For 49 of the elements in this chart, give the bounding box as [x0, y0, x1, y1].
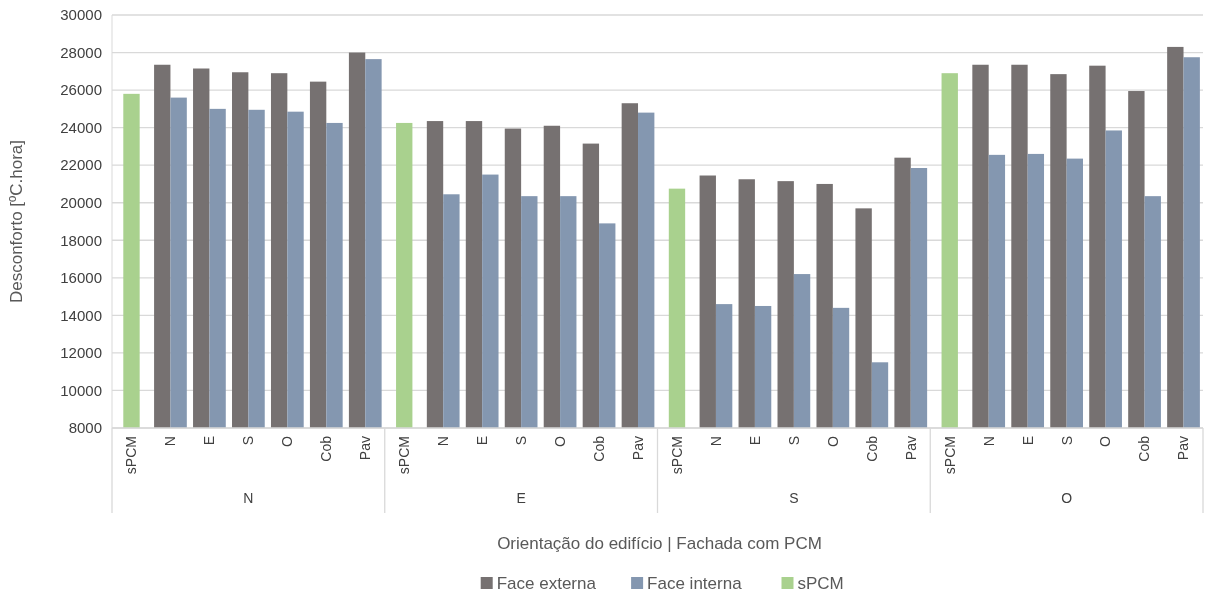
- y-tick-label: 12000: [60, 344, 102, 362]
- x-tick-label: O: [824, 435, 841, 447]
- y-tick-label: 28000: [60, 43, 102, 61]
- y-tick-label: 22000: [60, 156, 102, 174]
- x-axis-title: Orientação do edifício | Fachada com PCM: [497, 534, 822, 553]
- y-tick-label: 24000: [60, 118, 102, 136]
- y-tick-label: 26000: [60, 81, 102, 99]
- x-tick-label: E: [1019, 436, 1036, 446]
- x-tick-label: S: [240, 436, 257, 446]
- x-tick-label: E: [201, 436, 218, 446]
- y-tick-label: 10000: [60, 381, 102, 399]
- x-tick-label: O: [279, 435, 296, 447]
- text: N: [243, 490, 254, 506]
- x-tick-label: sPCM: [941, 436, 958, 475]
- y-tick-label: 8000: [68, 419, 102, 437]
- x-tick-label: S: [785, 436, 802, 446]
- x-tick-label: Pav: [1175, 436, 1192, 461]
- text: O: [1061, 490, 1073, 506]
- x-tick-label: E: [746, 436, 763, 446]
- x-tick-label: sPCM: [123, 436, 140, 475]
- text: S: [789, 490, 799, 506]
- x-tick-label: Pav: [629, 436, 646, 461]
- y-axis-title: Desconforto [ºC.hora]: [7, 139, 26, 304]
- y-tick-label: 18000: [60, 231, 102, 249]
- x-tick-label: Pav: [902, 436, 919, 461]
- x-tick-label: N: [435, 436, 452, 447]
- x-tick-label: Cob: [1136, 435, 1153, 462]
- x-tick-label: N: [980, 436, 997, 447]
- legend-label: Face externa: [496, 573, 597, 593]
- x-tick-label: N: [162, 436, 179, 447]
- y-tick-label: 16000: [60, 269, 102, 287]
- x-tick-label: sPCM: [396, 436, 413, 475]
- x-tick-label: S: [513, 436, 530, 446]
- x-tick-label: O: [551, 435, 568, 447]
- text: E: [516, 490, 526, 506]
- x-tick-label: Cob: [590, 435, 607, 462]
- x-tick-label: Cob: [863, 435, 880, 462]
- legend-label: Face interna: [647, 573, 743, 593]
- x-tick-label: N: [707, 436, 724, 447]
- x-tick-label: S: [1058, 436, 1075, 446]
- y-tick-label: 14000: [60, 306, 102, 324]
- x-tick-label: E: [474, 436, 491, 446]
- y-tick-label: 20000: [60, 193, 102, 211]
- x-tick-label: Pav: [357, 436, 374, 461]
- legend-label: sPCM: [797, 573, 844, 593]
- x-tick-label: sPCM: [668, 436, 685, 475]
- x-tick-label: O: [1097, 435, 1114, 447]
- x-tick-label: Cob: [318, 435, 335, 462]
- y-tick-label: 30000: [60, 6, 102, 24]
